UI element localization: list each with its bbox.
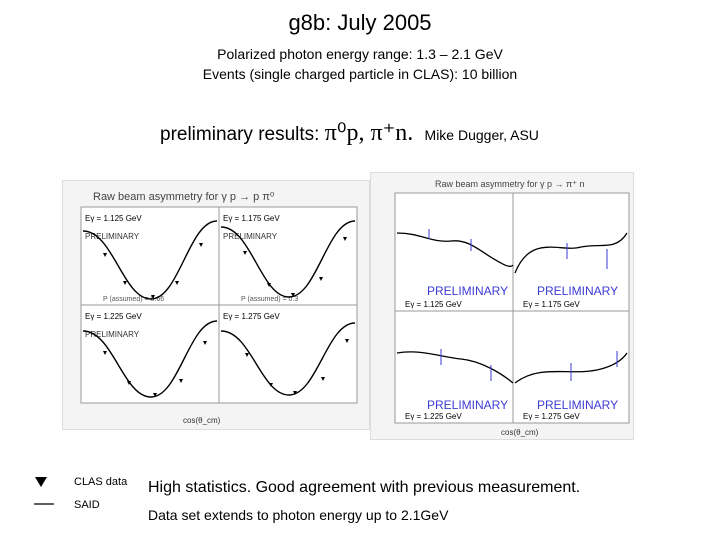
left-marker (199, 243, 203, 247)
right-panel-3-preliminary: PRELIMINARY (427, 398, 508, 412)
legend-clas-label: CLAS data (74, 476, 128, 488)
left-marker (343, 237, 347, 241)
left-panel-3-p-assumed: P (assumed) = 0.66 (103, 296, 164, 303)
right-panel-3-energy: Eγ = 1.225 GeV (405, 412, 462, 421)
left-panel-2-energy: Eγ = 1.175 GeV (223, 214, 280, 223)
right-panel-2-said-curve (514, 232, 628, 274)
left-panel-2 (218, 206, 358, 306)
right-panel-1-said-curve (396, 232, 514, 267)
right-panel-4-preliminary: PRELIMINARY (537, 398, 618, 412)
left-panel-2-preliminary: PRELIMINARY (223, 232, 278, 241)
right-panel-2-energy: Eγ = 1.175 GeV (523, 300, 580, 309)
said-line-icon (34, 503, 54, 505)
slide-title: g8b: July 2005 (288, 10, 432, 35)
left-marker (291, 293, 295, 297)
left-marker (321, 377, 325, 381)
left-marker (103, 253, 107, 257)
reactions-label: π⁰p, π⁺n. (324, 120, 414, 146)
left-panel-3-preliminary: PRELIMINARY (85, 330, 140, 339)
conclusion-energy-range: Data set extends to photon energy up to … (148, 507, 449, 523)
left-panel-1-preliminary: PRELIMINARY (85, 232, 140, 241)
left-panel-3 (80, 304, 220, 404)
left-panel-4-said-curve (220, 322, 356, 396)
left-panel-2-said-curve (220, 220, 356, 298)
left-marker (103, 351, 107, 355)
right-data-markers (428, 229, 618, 381)
right-figure-title: Raw beam asymmetry for γ p → π⁺ n (435, 179, 585, 189)
left-panel-1-said-curve (82, 220, 218, 300)
right-panel-2 (512, 192, 630, 312)
right-panel-1 (394, 192, 514, 312)
right-figure-xlabel: cos(θ_cm) (501, 428, 539, 437)
piplus-asymmetry-figure: Raw beam asymmetry for γ p → π⁺ n Eγ = 1… (370, 172, 634, 440)
left-panel-4-energy: Eγ = 1.275 GeV (223, 312, 280, 321)
right-panel-4-energy: Eγ = 1.275 GeV (523, 412, 580, 421)
right-panel-3 (394, 310, 514, 424)
left-figure-xlabel: cos(θ_cm) (183, 416, 221, 425)
left-figure-title: Raw beam asymmetry for γ p → p π⁰ (93, 191, 275, 203)
left-marker (203, 341, 207, 345)
right-panel-2-preliminary: PRELIMINARY (537, 284, 618, 298)
left-marker (123, 281, 127, 285)
left-marker (245, 353, 249, 357)
left-marker (293, 391, 297, 395)
author-label: Mike Dugger, ASU (424, 127, 539, 143)
right-panel-1-preliminary: PRELIMINARY (427, 284, 508, 298)
clas-data-triangle-icon (35, 477, 47, 487)
left-marker (179, 379, 183, 383)
left-marker (319, 277, 323, 281)
left-data-markers (103, 237, 349, 397)
conclusion-statistics: High statistics. Good agreement with pre… (148, 479, 581, 496)
left-panel-4 (218, 304, 358, 404)
left-marker (153, 393, 157, 397)
left-panel-1-energy: Eγ = 1.125 GeV (85, 214, 142, 223)
left-marker (267, 283, 271, 287)
preliminary-label: preliminary results: (160, 124, 320, 145)
left-marker (151, 295, 155, 299)
left-marker (345, 339, 349, 343)
right-panel-4-said-curve (514, 352, 628, 384)
left-marker (269, 383, 273, 387)
events-text: Events (single charged particle in CLAS)… (202, 66, 518, 82)
left-marker (243, 251, 247, 255)
right-panel-1-energy: Eγ = 1.125 GeV (405, 300, 462, 309)
left-marker (175, 281, 179, 285)
legend-said-label: SAID (74, 499, 100, 511)
left-marker (127, 381, 131, 385)
left-panel-1 (80, 206, 220, 306)
left-panel-3-said-curve (82, 320, 218, 398)
energy-range-text: Polarized photon energy range: 1.3 – 2.1… (217, 46, 503, 62)
pi0-asymmetry-figure: Raw beam asymmetry for γ p → p π⁰ Eγ = 1… (62, 180, 370, 430)
left-panel-4-p-assumed: P (assumed) = 0.3 (241, 296, 298, 303)
right-panel-3-said-curve (396, 351, 514, 384)
preliminary-results-heading: preliminary results: π⁰p, π⁺n. Mike Dugg… (160, 118, 539, 147)
left-panel-3-energy: Eγ = 1.225 GeV (85, 312, 142, 321)
